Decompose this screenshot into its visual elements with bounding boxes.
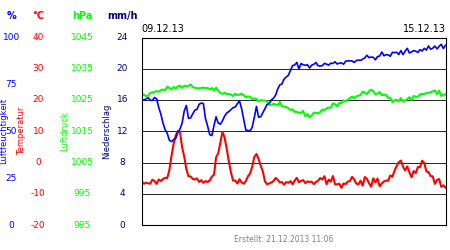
Text: 100: 100 [3,33,20,42]
Text: Erstellt: 21.12.2013 11:06: Erstellt: 21.12.2013 11:06 [234,236,333,244]
Text: Temperatur: Temperatur [17,107,26,156]
Text: 4: 4 [120,189,125,198]
Text: 985: 985 [74,220,91,230]
Text: %: % [6,11,16,21]
Text: 20: 20 [32,96,44,104]
Text: 30: 30 [32,64,44,73]
Text: 50: 50 [5,127,17,136]
Text: 995: 995 [74,189,91,198]
Text: 16: 16 [117,96,128,104]
Text: 1025: 1025 [71,96,94,104]
Text: 40: 40 [32,33,44,42]
Text: 8: 8 [120,158,125,167]
Text: 10: 10 [32,127,44,136]
Text: 20: 20 [117,64,128,73]
Text: 1035: 1035 [71,64,94,73]
Text: 15.12.13: 15.12.13 [402,24,446,34]
Text: -20: -20 [31,220,45,230]
Text: 0: 0 [9,220,14,230]
Text: 24: 24 [117,33,128,42]
Text: mm/h: mm/h [107,11,138,21]
Text: 25: 25 [5,174,17,182]
Text: Niederschlag: Niederschlag [103,104,112,159]
Text: 0: 0 [120,220,125,230]
Text: 1045: 1045 [71,33,94,42]
Text: hPa: hPa [72,11,93,21]
Text: 12: 12 [117,127,128,136]
Text: Luftdruck: Luftdruck [60,112,69,151]
Text: °C: °C [32,11,44,21]
Text: 75: 75 [5,80,17,89]
Text: 09.12.13: 09.12.13 [142,24,184,34]
Text: 0: 0 [36,158,41,167]
Text: 1015: 1015 [71,127,94,136]
Text: -10: -10 [31,189,45,198]
Text: 1005: 1005 [71,158,94,167]
Text: Luftfeuchtigkeit: Luftfeuchtigkeit [0,98,8,164]
